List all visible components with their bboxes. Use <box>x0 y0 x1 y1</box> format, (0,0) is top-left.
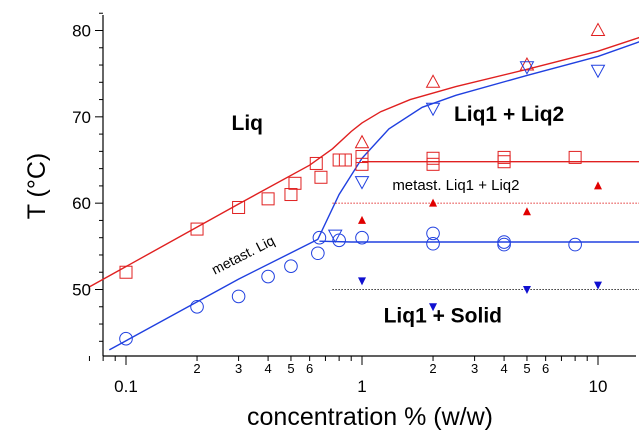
x-tick-label-10: 10 <box>589 377 608 396</box>
data-point-open-circle-2 <box>190 299 204 314</box>
data-point-open-square-8 <box>314 170 328 184</box>
y-tick-label-70: 70 <box>72 108 91 127</box>
data-point-open-circle-6 <box>311 246 325 261</box>
data-point-open-square-12 <box>355 150 369 164</box>
data-point-open-square-16 <box>497 150 511 164</box>
data-point-filled-triangle-down-4 <box>594 281 602 290</box>
data-point-open-triangle-up-2 <box>425 74 441 88</box>
data-point-open-triangle-down-2 <box>354 176 370 190</box>
region-label-2: Liq1 + Liq2 <box>454 103 564 126</box>
data-point-open-triangle-up-1 <box>354 134 370 149</box>
data-point-filled-triangle-up-1 <box>358 215 366 224</box>
data-point-open-square-7 <box>309 156 323 170</box>
x-minor-tick-label: 6 <box>306 361 313 376</box>
x-minor-tick-label: 6 <box>542 361 549 376</box>
y-tick-label-50: 50 <box>72 281 91 300</box>
x-minor-tick-label: 5 <box>287 361 294 376</box>
fitted-lines <box>89 36 639 351</box>
data-point-open-circle-3 <box>231 289 246 304</box>
data-point-open-square-11 <box>355 157 369 171</box>
data-point-open-triangle-down-3 <box>425 102 441 117</box>
x-minor-tick-label: 5 <box>523 361 530 376</box>
data-point-open-triangle-up-4 <box>590 22 606 36</box>
data-point-open-circle-13 <box>497 237 511 252</box>
data-point-open-circle-1 <box>119 331 133 346</box>
series-line-1 <box>89 36 639 288</box>
data-point-open-square-2 <box>190 222 204 236</box>
x-axis-title: concentration % (w/w) <box>247 403 493 431</box>
data-point-open-circle-4 <box>261 269 275 284</box>
region-label-3: metast. Liq1 + Liq2 <box>392 177 519 194</box>
y-axis-title: T (°C) <box>23 153 51 219</box>
data-point-filled-triangle-down-2 <box>429 303 438 312</box>
data-point-open-square-3 <box>232 200 246 214</box>
data-point-open-square-17 <box>568 150 582 164</box>
series-line-4 <box>319 240 639 243</box>
x-minor-tick-label: 4 <box>500 361 507 376</box>
x-tick-label-0.1: 0.1 <box>114 377 138 396</box>
x-minor-tick-label: 3 <box>235 361 242 376</box>
data-point-open-triangle-down-1 <box>327 229 343 244</box>
y-tick-label-80: 80 <box>72 22 91 41</box>
data-point-open-circle-12 <box>497 235 511 249</box>
data-point-open-circle-11 <box>426 236 440 251</box>
x-minor-tick-label: 4 <box>264 361 271 376</box>
data-point-open-circle-9 <box>355 230 369 245</box>
x-tick-label-1: 1 <box>357 377 366 396</box>
data-point-filled-triangle-up-4 <box>594 181 602 190</box>
data-point-open-circle-14 <box>568 237 582 252</box>
series-line-2 <box>108 41 639 351</box>
region-label-1: Liq <box>232 112 264 135</box>
data-point-open-square-5 <box>284 188 298 202</box>
x-minor-tick-label: 2 <box>429 361 436 376</box>
plot-frame <box>102 15 636 357</box>
x-minor-tick-label: 2 <box>193 361 200 376</box>
data-point-filled-triangle-down-1 <box>358 277 366 286</box>
data-point-open-circle-5 <box>284 259 298 273</box>
data-point-open-square-4 <box>261 192 275 206</box>
region-label-5: Liq1 + Solid <box>384 304 502 327</box>
x-minor-tick-label: 3 <box>471 361 478 376</box>
data-point-open-square-14 <box>426 151 440 165</box>
data-point-open-circle-7 <box>312 230 327 245</box>
data-point-open-triangle-down-5 <box>590 64 606 79</box>
data-point-filled-triangle-up-3 <box>522 207 531 216</box>
data-point-filled-triangle-up-2 <box>429 198 438 207</box>
data-point-open-triangle-down-4 <box>519 61 535 75</box>
data-point-open-triangle-up-3 <box>519 56 535 71</box>
data-point-filled-triangle-down-3 <box>522 286 531 294</box>
y-tick-label-60: 60 <box>72 194 91 213</box>
data-point-open-square-6 <box>288 176 302 190</box>
data-point-open-square-1 <box>119 265 133 279</box>
data-point-open-circle-10 <box>426 226 440 241</box>
data-markers <box>119 22 606 346</box>
data-point-open-square-10 <box>338 153 352 167</box>
